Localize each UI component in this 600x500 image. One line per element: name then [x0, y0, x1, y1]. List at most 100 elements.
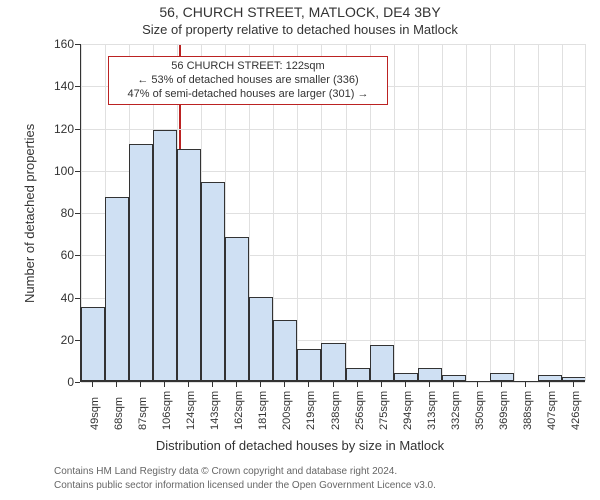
- ytick-mark: [75, 171, 80, 172]
- annotation-line-1: 56 CHURCH STREET: 122sqm: [115, 60, 381, 74]
- ytick-label: 100: [38, 164, 74, 178]
- xtick-label: 238sqm: [330, 391, 342, 430]
- y-axis-title: Number of detached properties: [22, 124, 37, 303]
- xtick-label: 219sqm: [305, 391, 317, 430]
- histogram-bar: [153, 130, 177, 381]
- ytick-mark: [75, 255, 80, 256]
- ytick-label: 140: [38, 79, 74, 93]
- histogram-bar: [105, 197, 129, 381]
- ytick-label: 60: [38, 248, 74, 262]
- histogram-bar: [273, 320, 297, 381]
- xtick-label: 426sqm: [570, 391, 582, 430]
- xtick-label: 294sqm: [402, 391, 414, 430]
- xtick-label: 407sqm: [546, 391, 558, 430]
- xtick-mark: [573, 382, 574, 387]
- xtick-label: 124sqm: [185, 391, 197, 430]
- xtick-mark: [260, 382, 261, 387]
- gridline-v: [490, 44, 491, 381]
- xtick-mark: [429, 382, 430, 387]
- xtick-mark: [525, 382, 526, 387]
- xtick-label: 313sqm: [426, 391, 438, 430]
- ytick-label: 0: [38, 375, 74, 389]
- xtick-mark: [501, 382, 502, 387]
- xtick-mark: [477, 382, 478, 387]
- xtick-mark: [188, 382, 189, 387]
- ytick-label: 120: [38, 122, 74, 136]
- xtick-label: 143sqm: [209, 391, 221, 430]
- xtick-label: 200sqm: [281, 391, 293, 430]
- histogram-bar: [225, 237, 249, 381]
- ytick-mark: [75, 213, 80, 214]
- ytick-mark: [75, 298, 80, 299]
- xtick-mark: [92, 382, 93, 387]
- histogram-bar: [490, 373, 514, 381]
- xtick-label: 162sqm: [233, 391, 245, 430]
- xtick-label: 106sqm: [161, 391, 173, 430]
- chart-container: 56, CHURCH STREET, MATLOCK, DE4 3BY Size…: [0, 0, 600, 500]
- histogram-bar: [370, 345, 394, 381]
- gridline-v: [394, 44, 395, 381]
- gridline-v: [418, 44, 419, 381]
- xtick-mark: [453, 382, 454, 387]
- annotation-box: 56 CHURCH STREET: 122sqm ← 53% of detach…: [108, 56, 388, 105]
- xtick-mark: [549, 382, 550, 387]
- xtick-mark: [164, 382, 165, 387]
- ytick-mark: [75, 44, 80, 45]
- gridline-h: [81, 44, 585, 45]
- xtick-label: 388sqm: [522, 391, 534, 430]
- page-title: 56, CHURCH STREET, MATLOCK, DE4 3BY: [0, 4, 600, 20]
- xtick-mark: [116, 382, 117, 387]
- histogram-bar: [538, 375, 562, 381]
- xtick-mark: [333, 382, 334, 387]
- annotation-line-3: 47% of semi-detached houses are larger (…: [115, 88, 381, 102]
- ytick-mark: [75, 382, 80, 383]
- xtick-mark: [357, 382, 358, 387]
- x-axis-title: Distribution of detached houses by size …: [0, 438, 600, 453]
- histogram-bar: [297, 349, 321, 381]
- ytick-label: 80: [38, 206, 74, 220]
- gridline-v: [466, 44, 467, 381]
- xtick-mark: [212, 382, 213, 387]
- xtick-mark: [381, 382, 382, 387]
- histogram-bar: [562, 377, 586, 381]
- histogram-bar: [418, 368, 442, 381]
- xtick-label: 68sqm: [113, 397, 125, 430]
- histogram-bar: [129, 144, 153, 381]
- annotation-line-2: ← 53% of detached houses are smaller (33…: [115, 74, 381, 88]
- gridline-v: [585, 44, 586, 381]
- gridline-v: [562, 44, 563, 381]
- footer-line-1: Contains HM Land Registry data © Crown c…: [54, 466, 397, 477]
- histogram-bar: [81, 307, 105, 381]
- xtick-mark: [140, 382, 141, 387]
- xtick-label: 350sqm: [474, 391, 486, 430]
- xtick-mark: [236, 382, 237, 387]
- xtick-label: 369sqm: [498, 391, 510, 430]
- histogram-bar: [201, 182, 225, 381]
- gridline-v: [538, 44, 539, 381]
- histogram-bar: [177, 149, 201, 381]
- histogram-bar: [346, 368, 370, 381]
- ytick-label: 160: [38, 37, 74, 51]
- gridline-v: [442, 44, 443, 381]
- histogram-bar: [321, 343, 345, 381]
- xtick-label: 275sqm: [378, 391, 390, 430]
- gridline-v: [514, 44, 515, 381]
- histogram-bar: [442, 375, 466, 381]
- xtick-label: 87sqm: [137, 397, 149, 430]
- ytick-label: 40: [38, 291, 74, 305]
- xtick-label: 49sqm: [89, 397, 101, 430]
- histogram-bar: [249, 297, 273, 382]
- ytick-label: 20: [38, 333, 74, 347]
- xtick-label: 181sqm: [257, 391, 269, 430]
- footer-line-2: Contains public sector information licen…: [54, 480, 436, 491]
- xtick-mark: [284, 382, 285, 387]
- xtick-label: 332sqm: [450, 391, 462, 430]
- histogram-bar: [394, 373, 418, 381]
- xtick-label: 256sqm: [354, 391, 366, 430]
- chart-subtitle: Size of property relative to detached ho…: [0, 22, 600, 37]
- xtick-mark: [308, 382, 309, 387]
- ytick-mark: [75, 129, 80, 130]
- ytick-mark: [75, 340, 80, 341]
- xtick-mark: [405, 382, 406, 387]
- ytick-mark: [75, 86, 80, 87]
